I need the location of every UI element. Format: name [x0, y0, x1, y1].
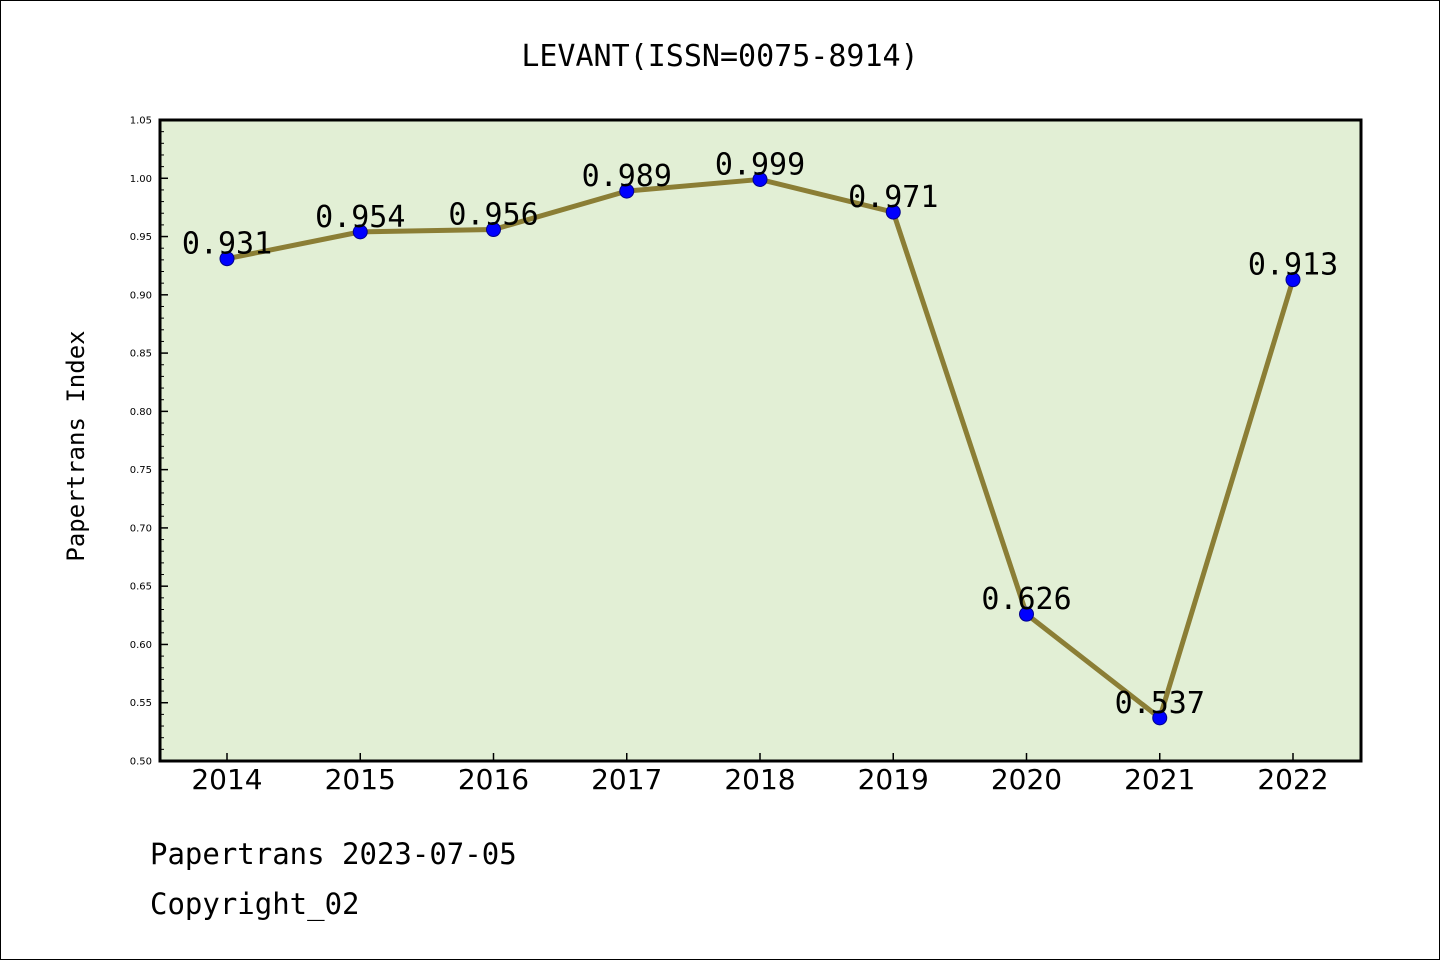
data-point	[352, 224, 368, 240]
y-tick-label: 0.60	[130, 640, 152, 651]
x-tick-label: 2022	[1257, 763, 1328, 796]
data-label: 0.954	[315, 200, 405, 235]
y-tick-label: 0.50	[130, 757, 152, 768]
y-tick-label: 0.90	[130, 290, 152, 301]
x-axis-ticks	[226, 753, 1294, 761]
data-point	[752, 171, 768, 187]
y-tick-label: 1.00	[130, 174, 152, 185]
y-tick-label: 0.85	[130, 349, 152, 360]
y-tick-label: 0.80	[130, 407, 152, 418]
data-point	[1285, 272, 1301, 288]
y-tick-label: 0.75	[130, 465, 152, 476]
x-tick-label: 2015	[325, 763, 396, 796]
y-tick-label: 0.95	[130, 232, 152, 243]
x-tick-label: 2016	[458, 763, 529, 796]
y-axis-label: Papertrans Index	[62, 330, 90, 561]
x-tick-label: 2020	[991, 763, 1062, 796]
x-tick-label: 2018	[724, 763, 795, 796]
data-label: 0.913	[1248, 248, 1338, 283]
data-point	[885, 204, 901, 220]
footer-copyright: Copyright_02	[150, 887, 360, 922]
y-axis-tick-labels: 0.50 0.55 0.60 0.65 0.70 0.75 0.80 0.85 0.90 0.95…	[130, 116, 152, 768]
data-point	[1019, 606, 1034, 622]
x-tick-label: 2014	[191, 763, 262, 796]
data-point	[486, 222, 501, 238]
data-label: 0.537	[1115, 686, 1205, 721]
y-axis-ticks	[160, 119, 168, 762]
x-axis-tick-labels: 2014 2015 2016 2017 2018 2019 2020 2021 2022	[191, 763, 1328, 796]
x-tick-label: 2017	[591, 763, 662, 796]
y-tick-label: 1.05	[130, 116, 152, 127]
data-label: 0.956	[448, 198, 538, 233]
series-markers	[219, 171, 1301, 726]
x-tick-label: 2021	[1124, 763, 1195, 796]
data-label: 0.999	[715, 147, 805, 182]
data-label: 0.931	[182, 227, 272, 262]
data-labels: 0.931 0.954 0.956 0.989 0.999 0.971 0.626 0.537…	[182, 147, 1338, 720]
data-label: 0.989	[582, 159, 672, 194]
chart-title: LEVANT(ISSN=0075-8914)	[521, 39, 918, 74]
footer-source: Papertrans 2023-07-05	[150, 837, 517, 871]
data-point	[219, 251, 235, 267]
data-point	[619, 183, 635, 199]
y-tick-label: 0.65	[130, 582, 152, 593]
data-label: 0.626	[981, 582, 1071, 617]
y-tick-label: 0.55	[130, 698, 152, 709]
y-tick-label: 0.70	[130, 523, 152, 534]
data-point	[1152, 710, 1168, 726]
x-tick-label: 2019	[858, 763, 929, 796]
data-label: 0.971	[848, 180, 938, 215]
